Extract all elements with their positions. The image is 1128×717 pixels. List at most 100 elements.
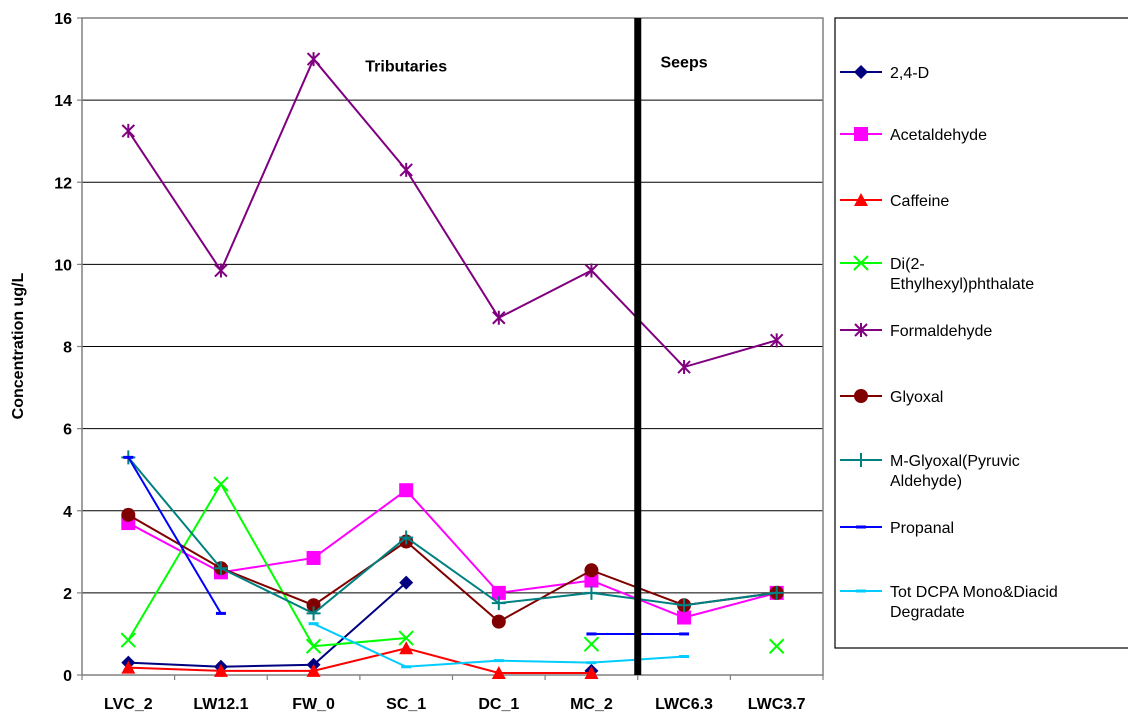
legend-item: M-Glyoxal(Pyruvic Aldehyde): [840, 453, 1020, 490]
legend-item: Acetaldehyde: [840, 127, 987, 144]
data-point: [398, 630, 414, 646]
series-m-glyoxal-pyruvic-aldehyde-: [121, 450, 784, 621]
data-point: [769, 585, 784, 600]
x-tick-label: DC_1: [478, 696, 519, 713]
x-tick-label: LW12.1: [193, 696, 248, 713]
data-point: [677, 360, 691, 375]
y-tick-label: 8: [63, 340, 72, 357]
data-point: [677, 598, 692, 613]
series-formaldehyde: [121, 52, 784, 375]
data-point: [491, 585, 506, 600]
y-tick-label: 0: [63, 668, 72, 685]
series-tot-dcpa-mono-diacid-degradate: [308, 622, 690, 669]
data-point: [214, 263, 228, 278]
legend-marker: [853, 255, 869, 271]
data-point: [399, 530, 414, 545]
series-line: [127, 456, 222, 614]
series-line: [128, 581, 407, 668]
annotation-label: Seeps: [660, 54, 707, 71]
data-point: [584, 263, 599, 278]
data-point: [305, 638, 322, 654]
data-point: [399, 483, 414, 498]
y-tick-label: 14: [54, 93, 72, 110]
series-line: [127, 456, 777, 615]
series-di-2-ethylhexyl-phthalate: [120, 476, 785, 654]
x-tick-label: FW_0: [292, 696, 335, 713]
annotation-label: Tributaries: [365, 58, 447, 75]
data-point: [491, 614, 506, 629]
legend-marker: [854, 389, 868, 403]
data-point: [491, 596, 506, 611]
data-point: [213, 561, 228, 576]
legend-label: Glyoxal: [890, 389, 943, 406]
data-point: [121, 507, 136, 522]
legend-label: Propanal: [890, 520, 954, 537]
data-point: [584, 665, 599, 679]
legend-label: M-Glyoxal(Pyruvic: [890, 453, 1020, 470]
data-point: [306, 550, 321, 565]
data-point: [306, 598, 321, 613]
legend-label: Formaldehyde: [890, 323, 992, 340]
legend-item: 2,4-D: [840, 65, 929, 82]
series-line: [128, 647, 592, 674]
annotations: Tributaries Seeps: [365, 54, 707, 75]
y-tick-label: 4: [63, 504, 72, 521]
x-tick-label: LWC6.3: [655, 696, 713, 713]
data-point: [399, 162, 413, 177]
legend-item: Tot DCPA Mono&Diacid Degradate: [840, 584, 1058, 621]
data-point: [213, 663, 228, 677]
y-tick-label: 6: [63, 422, 72, 439]
data-point: [213, 476, 229, 492]
gridlines: [82, 99, 823, 594]
legend-label: 2,4-D: [890, 65, 929, 82]
data-point: [121, 123, 136, 138]
legend-label: Ethylhexyl)phthalate: [890, 276, 1034, 293]
legend-item: Glyoxal: [840, 389, 943, 406]
data-point: [584, 585, 599, 600]
series-line: [127, 488, 777, 619]
legend-label: Di(2-: [890, 256, 925, 273]
data-point: [584, 573, 599, 588]
series-lines: [120, 52, 785, 679]
legend-label: Aldehyde): [890, 473, 962, 490]
legend-box: [834, 17, 1128, 649]
y-tick-label: 10: [54, 257, 72, 274]
x-tick-label: MC_2: [570, 696, 613, 713]
legend: 2,4-D Acetaldehyde Caffeine Di(2- Ethylhexyl…: [840, 65, 1058, 621]
x-tick-label: SC_1: [386, 696, 426, 713]
data-point: [492, 310, 506, 325]
legend-marker: [854, 323, 868, 337]
series-line: [127, 482, 407, 648]
x-tick-label: LVC_2: [104, 696, 153, 713]
y-tick-label: 16: [54, 11, 72, 28]
series-caffeine: [121, 641, 599, 679]
legend-marker: [854, 193, 868, 206]
data-point: [584, 563, 599, 578]
legend-item: Di(2- Ethylhexyl)phthalate: [840, 255, 1034, 293]
data-point: [677, 610, 692, 625]
y-axis-ticks: 0 2 4 6 8 10 12 14 16: [54, 11, 82, 685]
legend-item: Caffeine: [840, 193, 949, 210]
legend-item: Propanal: [840, 520, 954, 537]
data-point: [768, 638, 785, 654]
series-line: [127, 513, 777, 623]
data-point: [399, 575, 414, 590]
y-tick-label: 12: [54, 175, 72, 192]
legend-label: Acetaldehyde: [890, 127, 987, 144]
legend-item: Formaldehyde: [840, 323, 992, 340]
series-line: [127, 57, 777, 369]
data-point: [121, 660, 136, 674]
data-point: [399, 641, 414, 655]
y-tick-label: 2: [63, 586, 72, 603]
x-axis-ticks: LVC_2 LW12.1 FW_0 SC_1 DC_1 MC_2 LWC6.3 LWC3.7: [81, 675, 824, 713]
data-point: [306, 52, 321, 67]
data-point: [583, 636, 600, 652]
data-point: [769, 333, 784, 348]
data-point: [120, 632, 137, 648]
series-2-4-d: [121, 575, 599, 678]
legend-label: Degradate: [890, 604, 965, 621]
data-point: [491, 665, 506, 679]
legend-marker: [854, 127, 868, 141]
data-point: [306, 663, 321, 677]
